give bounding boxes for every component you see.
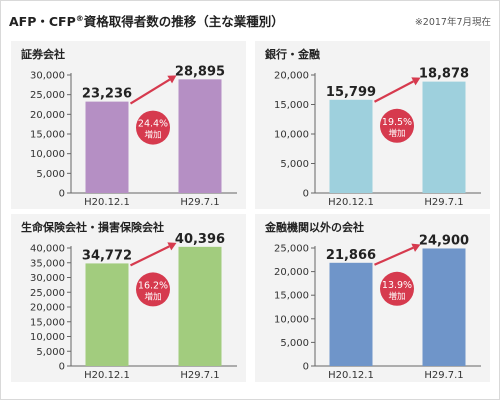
growth-badge bbox=[380, 271, 414, 306]
y-tick-label: 25,000 bbox=[274, 244, 309, 255]
chart-svg: 0 5,000 10,000 15,000 20,000 H20.12.1 15,799 H2… bbox=[274, 67, 481, 208]
growth-text-label: 増加 bbox=[144, 130, 161, 141]
bar bbox=[422, 81, 466, 193]
y-tick-label: 35,000 bbox=[30, 258, 65, 269]
data-label: 28,895 bbox=[175, 64, 225, 79]
data-label: 15,799 bbox=[326, 85, 376, 100]
chart-panel-insurance: 生命保険会社・損害保険会社 0 5,000 10,000 15,000 20,000 25… bbox=[11, 214, 246, 382]
x-tick-label: H20.12.1 bbox=[84, 197, 130, 208]
growth-arrow bbox=[130, 245, 170, 267]
x-tick-label: H20.12.1 bbox=[328, 370, 374, 381]
y-tick-label: 10,000 bbox=[30, 332, 65, 343]
y-tick-label: 20,000 bbox=[274, 267, 309, 278]
x-tick-label: H29.7.1 bbox=[180, 197, 219, 208]
data-label: 24,900 bbox=[419, 233, 469, 248]
y-tick-label: 30,000 bbox=[30, 273, 65, 284]
title-prefix: AFP・CFP bbox=[9, 14, 76, 29]
y-tick-label: 15,000 bbox=[274, 291, 309, 302]
x-tick-label: H29.7.1 bbox=[180, 370, 219, 381]
chart-svg: 0 5,000 10,000 15,000 20,000 25,000 H20.12.1 21… bbox=[274, 233, 481, 381]
y-tick-label: 5,000 bbox=[280, 159, 309, 170]
y-tick-label: 10,000 bbox=[30, 149, 65, 160]
growth-badge bbox=[136, 110, 170, 145]
y-tick-label: 0 bbox=[303, 362, 309, 373]
page-title: AFP・CFP®資格取得者数の推移（主な業種別） bbox=[9, 11, 284, 30]
x-tick-label: H20.12.1 bbox=[328, 197, 374, 208]
chart-title: 銀行・金融 bbox=[265, 48, 320, 61]
y-tick-label: 15,000 bbox=[30, 130, 65, 141]
chart-title: 生命保険会社・損害保険会社 bbox=[21, 221, 164, 234]
data-label: 40,396 bbox=[175, 232, 225, 247]
chart-panel-banking: 銀行・金融 0 5,000 10,000 15,000 20,000 H20.12.1 15… bbox=[255, 41, 490, 209]
bar bbox=[178, 79, 222, 193]
y-tick-label: 5,000 bbox=[280, 338, 309, 349]
y-tick-label: 10,000 bbox=[274, 314, 309, 325]
chart-svg: 0 5,000 10,000 15,000 20,000 25,000 30,000 35,0… bbox=[30, 232, 237, 381]
growth-arrow bbox=[129, 78, 171, 105]
y-tick-label: 15,000 bbox=[30, 317, 65, 328]
bar bbox=[329, 99, 373, 193]
y-tick-label: 0 bbox=[59, 189, 65, 200]
y-tick-label: 5,000 bbox=[36, 347, 65, 358]
y-tick-label: 5,000 bbox=[36, 169, 65, 180]
growth-badge bbox=[136, 272, 170, 307]
data-label: 23,236 bbox=[82, 87, 132, 102]
chart-panel-securities: 証券会社 0 5,000 10,000 15,000 20,000 25,000 30,00… bbox=[11, 41, 246, 209]
bar bbox=[85, 101, 129, 193]
y-tick-label: 25,000 bbox=[30, 288, 65, 299]
growth-rate-label: 16.2% bbox=[138, 280, 168, 291]
growth-arrow-head bbox=[167, 242, 177, 251]
y-tick-label: 40,000 bbox=[30, 244, 65, 255]
registered-mark: ® bbox=[75, 13, 84, 23]
data-label: 34,772 bbox=[82, 248, 132, 263]
growth-text-label: 増加 bbox=[144, 291, 161, 302]
y-tick-label: 20,000 bbox=[30, 303, 65, 314]
bar bbox=[178, 246, 222, 366]
bar bbox=[329, 262, 373, 366]
growth-rate-label: 24.4% bbox=[138, 119, 168, 130]
x-tick-label: H29.7.1 bbox=[424, 370, 463, 381]
chart-title: 金融機関以外の会社 bbox=[265, 221, 364, 234]
growth-rate-label: 19.5% bbox=[382, 117, 412, 128]
growth-arrow-head bbox=[411, 243, 421, 252]
growth-text-label: 増加 bbox=[388, 128, 405, 139]
y-tick-label: 25,000 bbox=[30, 90, 65, 101]
data-label: 18,878 bbox=[419, 67, 469, 82]
bar bbox=[85, 263, 129, 366]
y-tick-label: 15,000 bbox=[274, 100, 309, 111]
y-tick-label: 0 bbox=[59, 362, 65, 373]
data-label: 21,866 bbox=[326, 248, 376, 263]
title-suffix: 資格取得者数の推移（主な業種別） bbox=[83, 14, 284, 29]
chart-svg: 0 5,000 10,000 15,000 20,000 25,000 30,000 H20.… bbox=[30, 64, 237, 208]
growth-text-label: 増加 bbox=[388, 291, 405, 302]
chart-panel-non-financial: 金融機関以外の会社 0 5,000 10,000 15,000 20,000 25,000… bbox=[255, 214, 490, 382]
x-tick-label: H20.12.1 bbox=[84, 370, 130, 381]
chart-title: 証券会社 bbox=[21, 48, 65, 61]
bar bbox=[422, 248, 466, 366]
growth-arrow-head bbox=[411, 77, 421, 86]
growth-arrow-head bbox=[167, 75, 177, 84]
y-tick-label: 20,000 bbox=[30, 110, 65, 121]
y-tick-label: 10,000 bbox=[274, 130, 309, 141]
y-tick-label: 20,000 bbox=[274, 71, 309, 82]
y-tick-label: 0 bbox=[303, 189, 309, 200]
x-tick-label: H29.7.1 bbox=[424, 197, 463, 208]
y-tick-label: 30,000 bbox=[30, 71, 65, 82]
growth-arrow bbox=[373, 80, 414, 103]
date-note: ※2017年7月現在 bbox=[414, 17, 491, 28]
growth-badge bbox=[380, 108, 414, 143]
growth-rate-label: 13.9% bbox=[382, 280, 412, 291]
growth-arrow bbox=[374, 246, 414, 266]
